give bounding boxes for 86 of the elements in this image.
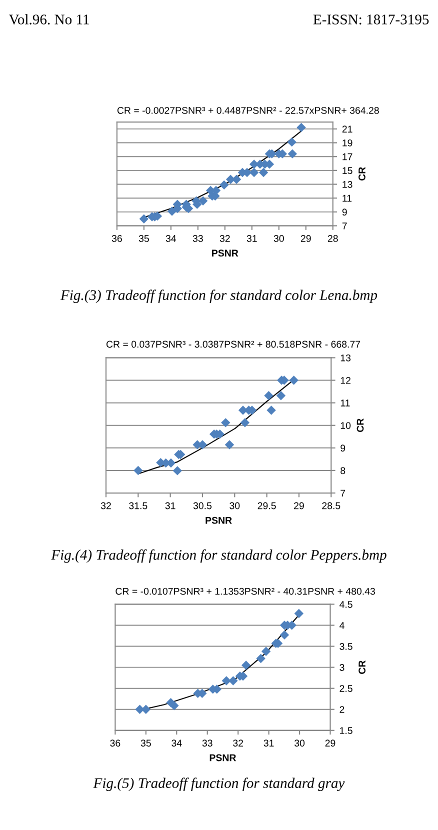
y-axis-title: CR bbox=[358, 167, 366, 181]
text: E-ISSN: 1817-3195 bbox=[313, 14, 429, 24]
point bbox=[219, 180, 229, 190]
chart-title: CR = 0.037PSNR³ - 3.0387PSNR² + 80.518PSNR - 668.77 bbox=[106, 340, 360, 348]
x-tick-label: 34 bbox=[166, 235, 176, 242]
point bbox=[288, 149, 297, 158]
x-tick-label: 31 bbox=[264, 740, 274, 747]
x-axis-title: PSNR bbox=[212, 250, 238, 257]
x-tick-label: 31 bbox=[246, 235, 257, 242]
text: Fig.(5) Tradeoff function for standard gray bbox=[93, 778, 345, 792]
point bbox=[296, 122, 306, 132]
x-tick-label: 31 bbox=[165, 502, 176, 510]
y-tick-label: 13 bbox=[342, 180, 352, 188]
point bbox=[256, 654, 266, 664]
x-axis-title: PSNR bbox=[210, 754, 236, 762]
x-tick-label: 35 bbox=[138, 235, 149, 242]
y-tick-label: 1.5 bbox=[340, 727, 352, 734]
y-tick-label: 11 bbox=[340, 400, 350, 406]
y-tick-label: 7 bbox=[342, 222, 347, 230]
x-tick-label: 29.5 bbox=[258, 502, 276, 510]
x-tick-label: 32 bbox=[233, 740, 244, 747]
x-tick-label: 34 bbox=[172, 740, 182, 747]
text: Fig.(3) Tradeoff function for standard color Lena.bmp bbox=[60, 290, 378, 303]
x-tick-label: 36 bbox=[112, 235, 122, 242]
x-tick-label: 32 bbox=[100, 502, 111, 510]
y-tick-label: 21 bbox=[342, 126, 352, 132]
y-tick-label: 12 bbox=[340, 377, 350, 384]
y-tick-label: 4.5 bbox=[340, 601, 352, 608]
point bbox=[198, 196, 208, 206]
x-tick-label: 30.5 bbox=[193, 502, 212, 510]
x-tick-label: 28 bbox=[328, 235, 338, 242]
point bbox=[287, 137, 296, 147]
x-tick-label: 30 bbox=[230, 502, 240, 510]
x-tick-label: 30 bbox=[274, 235, 284, 242]
point bbox=[294, 608, 304, 618]
x-tick-label: 30 bbox=[294, 740, 305, 747]
point bbox=[289, 376, 298, 385]
point bbox=[258, 168, 268, 178]
point bbox=[172, 466, 182, 476]
point bbox=[249, 168, 259, 178]
y-tick-label: 17 bbox=[342, 153, 352, 160]
y-tick-label: 2.5 bbox=[340, 685, 352, 692]
point bbox=[134, 466, 143, 476]
text: Vol.96. No 11 bbox=[8, 14, 89, 24]
point bbox=[280, 630, 290, 640]
point bbox=[264, 391, 274, 400]
y-axis-title: CR bbox=[358, 660, 366, 674]
y-tick-label: 2 bbox=[340, 706, 344, 713]
point bbox=[224, 440, 234, 450]
point bbox=[228, 676, 238, 686]
x-tick-label: 32 bbox=[220, 235, 230, 242]
x-tick-label: 36 bbox=[110, 740, 120, 747]
y-tick-label: 7 bbox=[340, 490, 346, 497]
point bbox=[276, 391, 286, 400]
x-axis-title: PSNR bbox=[206, 516, 232, 524]
point bbox=[241, 660, 251, 670]
y-tick-label: 3.5 bbox=[340, 643, 352, 650]
y-tick-label: 10 bbox=[340, 422, 351, 429]
x-tick-label: 33 bbox=[202, 740, 212, 747]
x-tick-label: 33 bbox=[192, 235, 203, 242]
point bbox=[170, 700, 179, 710]
x-tick-label: 31.5 bbox=[129, 502, 148, 510]
y-tick-label: 19 bbox=[342, 139, 352, 146]
y-tick-label: 15 bbox=[342, 167, 352, 174]
y-tick-label: 9 bbox=[342, 208, 347, 216]
chart-title: CR = -0.0027PSNR³ + 0.4487PSNR² - 22.57xPSNR+ 364.28 bbox=[117, 106, 379, 114]
text: Fig.(4) Tradeoff function for standard color Peppers.bmp bbox=[51, 549, 386, 563]
x-tick-label: 28.5 bbox=[322, 502, 340, 510]
y-tick-label: 13 bbox=[340, 354, 351, 362]
y-tick-label: 8 bbox=[340, 467, 346, 474]
x-tick-label: 29 bbox=[300, 235, 311, 242]
y-tick-label: 11 bbox=[342, 194, 352, 202]
y-tick-label: 3 bbox=[340, 664, 344, 671]
point bbox=[141, 704, 151, 714]
y-tick-label: 9 bbox=[340, 444, 346, 452]
point bbox=[261, 646, 271, 656]
x-tick-label: 29 bbox=[325, 740, 336, 747]
point bbox=[266, 406, 276, 415]
point bbox=[240, 418, 250, 428]
x-tick-label: 29 bbox=[294, 502, 304, 510]
y-axis-title: CR bbox=[356, 418, 364, 432]
y-tick-label: 4 bbox=[340, 622, 344, 629]
point bbox=[139, 214, 149, 224]
x-tick-label: 35 bbox=[140, 740, 151, 747]
point bbox=[221, 418, 230, 428]
chart-title: CR = -0.0107PSNR³ + 1.1353PSNR² - 40.31PSNR + 480.43 bbox=[116, 588, 375, 595]
